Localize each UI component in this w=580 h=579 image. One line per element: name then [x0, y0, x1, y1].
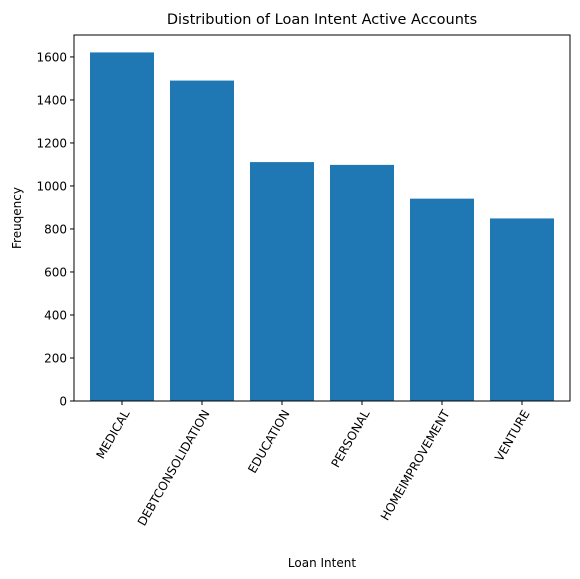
- bars-group: [90, 52, 554, 402]
- x-tick-label: HOMEIMPROVEMENT: [378, 407, 453, 523]
- y-tick-label: 600: [44, 265, 67, 279]
- y-axis: 0 200 400 600 800 1000 1200 1400 1600: [36, 50, 74, 409]
- x-tick-label: DEBTCONSOLIDATION: [135, 408, 213, 529]
- bar-medical: [90, 52, 154, 401]
- y-tick-label: 1400: [36, 93, 67, 107]
- y-tick-label: 1200: [36, 136, 67, 150]
- x-tick-label: VENTURE: [492, 408, 533, 464]
- plot-frame: [73, 34, 571, 402]
- chart-title: Distribution of Loan Intent Active Accou…: [167, 12, 477, 28]
- bar-personal: [330, 164, 394, 401]
- bar-education: [250, 162, 314, 401]
- y-axis-title: Freuqency: [10, 187, 24, 249]
- y-tick-label: 1000: [36, 179, 67, 193]
- bar-venture: [490, 218, 554, 401]
- x-tick-label: PERSONAL: [328, 407, 372, 470]
- bar-homeimprovement: [410, 198, 474, 401]
- y-tick-label: 400: [44, 308, 67, 322]
- x-tick-label: MEDICAL: [93, 407, 132, 461]
- x-axis-title: Loan Intent: [288, 556, 356, 570]
- bar-debtconsolidation: [170, 80, 234, 402]
- y-tick-label: 800: [44, 222, 67, 236]
- y-tick-label: 0: [59, 395, 67, 409]
- y-tick-label: 1600: [36, 50, 67, 64]
- x-tick-label: EDUCATION: [245, 408, 292, 476]
- x-axis: MEDICAL DEBTCONSOLIDATION EDUCATION PERSONA…: [93, 401, 533, 529]
- y-tick-label: 200: [44, 351, 67, 365]
